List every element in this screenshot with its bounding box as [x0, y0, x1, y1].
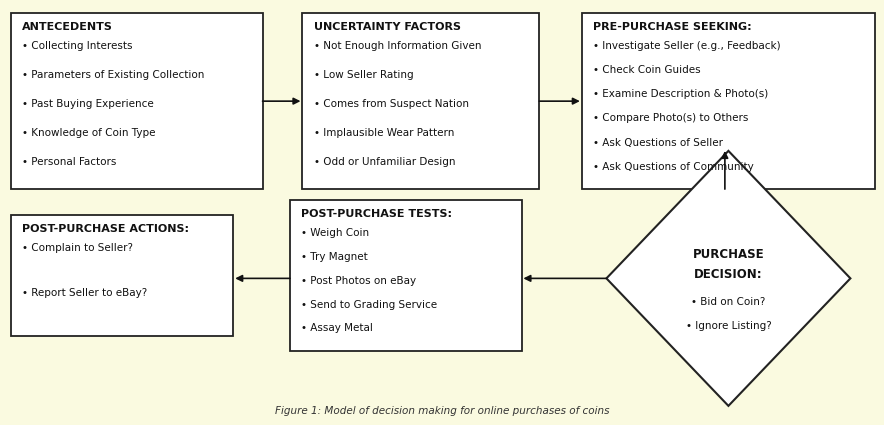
Text: • Examine Description & Photo(s): • Examine Description & Photo(s) — [593, 89, 768, 99]
Text: • Bid on Coin?: • Bid on Coin? — [691, 297, 766, 307]
Text: • Report Seller to eBay?: • Report Seller to eBay? — [22, 288, 148, 298]
Text: ANTECEDENTS: ANTECEDENTS — [22, 22, 113, 32]
Text: • Assay Metal: • Assay Metal — [301, 323, 373, 334]
Text: • Comes from Suspect Nation: • Comes from Suspect Nation — [314, 99, 469, 109]
Text: Figure 1: Model of decision making for online purchases of coins: Figure 1: Model of decision making for o… — [275, 406, 609, 416]
Text: POST-PURCHASE ACTIONS:: POST-PURCHASE ACTIONS: — [22, 224, 189, 234]
Text: • Post Photos on eBay: • Post Photos on eBay — [301, 276, 416, 286]
Text: • Not Enough Information Given: • Not Enough Information Given — [314, 41, 481, 51]
Text: • Personal Factors: • Personal Factors — [22, 157, 117, 167]
Text: • Knowledge of Coin Type: • Knowledge of Coin Type — [22, 128, 156, 138]
Text: DECISION:: DECISION: — [694, 269, 763, 281]
Polygon shape — [606, 151, 850, 406]
Text: • Ask Questions of Community: • Ask Questions of Community — [593, 162, 754, 172]
Text: PRE-PURCHASE SEEKING:: PRE-PURCHASE SEEKING: — [593, 22, 751, 32]
Text: • Implausible Wear Pattern: • Implausible Wear Pattern — [314, 128, 454, 138]
Text: • Odd or Unfamiliar Design: • Odd or Unfamiliar Design — [314, 157, 455, 167]
Text: • Ignore Listing?: • Ignore Listing? — [685, 321, 772, 332]
Text: • Check Coin Guides: • Check Coin Guides — [593, 65, 701, 75]
FancyBboxPatch shape — [290, 200, 522, 351]
Text: • Collecting Interests: • Collecting Interests — [22, 41, 133, 51]
FancyBboxPatch shape — [11, 215, 233, 336]
Text: • Investigate Seller (e.g., Feedback): • Investigate Seller (e.g., Feedback) — [593, 41, 781, 51]
Text: • Ask Questions of Seller: • Ask Questions of Seller — [593, 138, 723, 147]
Text: • Past Buying Experience: • Past Buying Experience — [22, 99, 154, 109]
Text: • Complain to Seller?: • Complain to Seller? — [22, 243, 133, 253]
Text: • Weigh Coin: • Weigh Coin — [301, 228, 370, 238]
Text: • Parameters of Existing Collection: • Parameters of Existing Collection — [22, 70, 204, 80]
FancyBboxPatch shape — [582, 13, 875, 189]
FancyBboxPatch shape — [11, 13, 263, 189]
Text: • Compare Photo(s) to Others: • Compare Photo(s) to Others — [593, 113, 749, 124]
Text: POST-PURCHASE TESTS:: POST-PURCHASE TESTS: — [301, 209, 453, 219]
Text: • Send to Grading Service: • Send to Grading Service — [301, 300, 438, 310]
Text: PURCHASE: PURCHASE — [692, 249, 765, 261]
Text: UNCERTAINTY FACTORS: UNCERTAINTY FACTORS — [314, 22, 461, 32]
Text: • Low Seller Rating: • Low Seller Rating — [314, 70, 414, 80]
FancyBboxPatch shape — [302, 13, 539, 189]
Text: • Try Magnet: • Try Magnet — [301, 252, 369, 262]
